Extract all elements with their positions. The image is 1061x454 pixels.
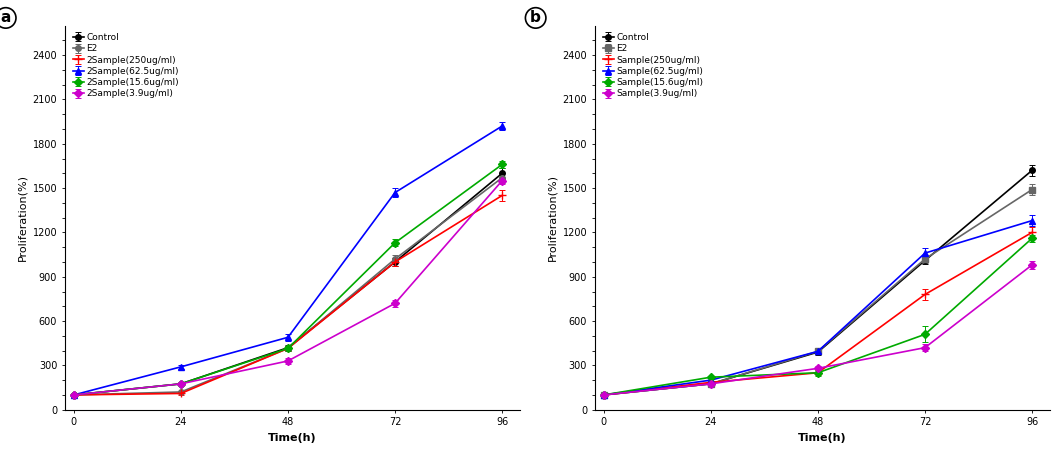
X-axis label: Time(h): Time(h) — [798, 433, 847, 443]
Y-axis label: Proliferation(%): Proliferation(%) — [547, 174, 557, 261]
Legend: Control, E2, 2Sample(250ug/ml), 2Sample(62.5ug/ml), 2Sample(15.6ug/ml), 2Sample(: Control, E2, 2Sample(250ug/ml), 2Sample(… — [72, 32, 180, 99]
X-axis label: Time(h): Time(h) — [268, 433, 317, 443]
Text: a: a — [1, 10, 11, 25]
Y-axis label: Proliferation(%): Proliferation(%) — [17, 174, 28, 261]
Legend: Control, E2, Sample(250ug/ml), Sample(62.5ug/ml), Sample(15.6ug/ml), Sample(3.9u: Control, E2, Sample(250ug/ml), Sample(62… — [602, 32, 705, 99]
Text: b: b — [530, 10, 541, 25]
